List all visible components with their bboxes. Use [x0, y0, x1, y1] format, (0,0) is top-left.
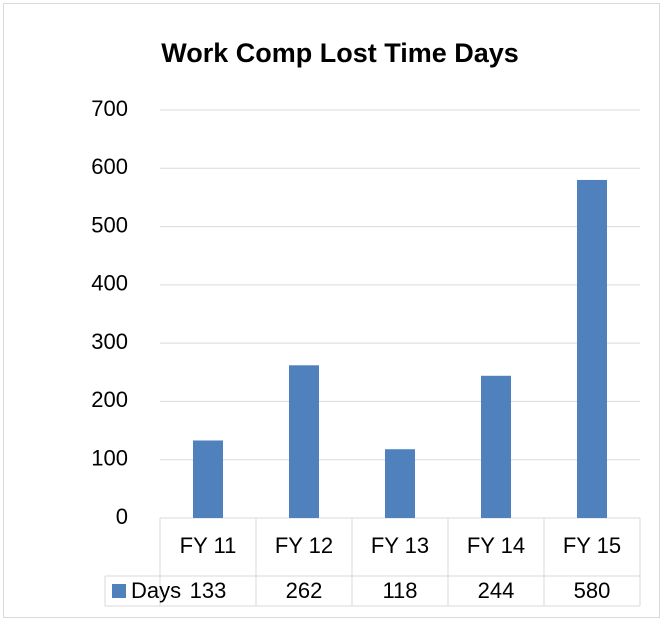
x-tick-label: FY 13: [371, 533, 429, 558]
legend-swatch: [112, 584, 126, 598]
table-value: 133: [190, 578, 227, 603]
table-value: 118: [382, 578, 417, 603]
legend-label: Days: [131, 578, 181, 603]
table-value: 244: [478, 578, 515, 603]
x-tick-label: FY 15: [563, 533, 621, 558]
x-tick-label: FY 11: [180, 533, 237, 558]
y-tick-label: 400: [91, 271, 128, 296]
chart-title: Work Comp Lost Time Days: [161, 38, 519, 68]
y-tick-label: 0: [116, 504, 128, 529]
bar: [385, 449, 415, 518]
chart-border: [3, 3, 660, 618]
x-tick-label: FY 14: [467, 533, 525, 558]
table-value: 580: [574, 578, 611, 603]
y-tick-label: 500: [91, 212, 128, 237]
x-tick-label: FY 12: [275, 533, 333, 558]
y-tick-label: 600: [91, 154, 128, 179]
y-tick-label: 100: [91, 446, 128, 471]
bar: [577, 179, 607, 518]
y-tick-label: 700: [91, 96, 128, 121]
bar: [481, 375, 511, 518]
bar: [193, 440, 223, 518]
y-tick-label: 200: [91, 387, 128, 412]
bar: [289, 365, 319, 518]
table-value: 262: [286, 578, 323, 603]
y-tick-label: 300: [91, 329, 128, 354]
